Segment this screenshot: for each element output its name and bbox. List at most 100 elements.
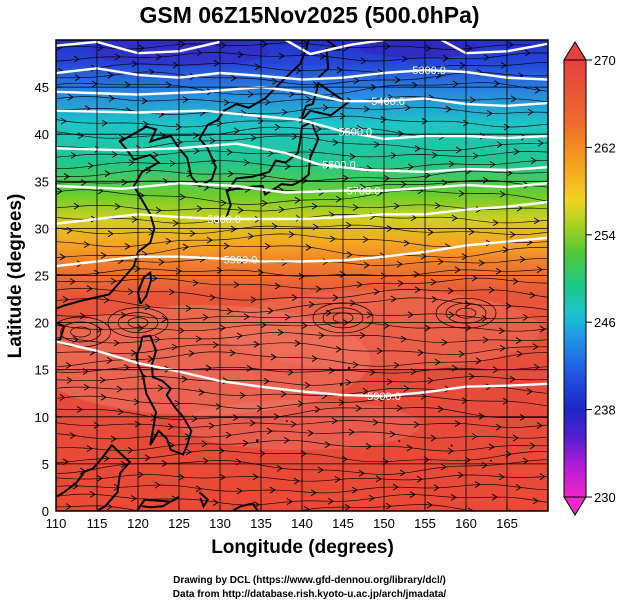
wind-arrow [186, 170, 193, 178]
wind-arrow [324, 441, 331, 449]
y-tick-label: 35 [35, 174, 49, 189]
wind-arrow [430, 278, 437, 286]
height-contour [285, 40, 385, 56]
wind-arrow [317, 466, 324, 474]
x-tick-label: 125 [168, 516, 190, 531]
wind-arrow [475, 357, 482, 365]
wind-arrow [227, 170, 234, 178]
wind-arrow [334, 475, 341, 483]
wind-arrow [529, 291, 536, 299]
wind-arrow [174, 399, 181, 407]
colorbar-tick-label: 254 [594, 228, 616, 243]
wind-arrow [179, 193, 186, 201]
contour-label: 5500.0 [338, 126, 372, 138]
wind-arrow [529, 442, 536, 450]
wind-arrow [74, 74, 81, 82]
wind-arrow [458, 350, 465, 358]
wind-arrow [482, 336, 489, 344]
wind-arrow [315, 125, 322, 133]
colorbar-tick-label: 230 [594, 490, 616, 505]
wind-arrow [178, 473, 185, 481]
wind-arrow [498, 473, 505, 481]
wind-arrow [243, 313, 250, 321]
coastline-segment [132, 496, 180, 511]
wind-arrow [263, 377, 270, 385]
wind-arrow [253, 340, 260, 348]
wind-arrow [522, 313, 529, 321]
coastline-segment [56, 467, 94, 498]
wind-arrow [225, 431, 232, 439]
wind-arrow [513, 148, 520, 156]
wind-arrow [127, 446, 134, 454]
wind-arrow [286, 498, 293, 505]
x-tick-label: 145 [332, 516, 354, 531]
y-tick-label: 0 [42, 504, 49, 519]
wind-arrow [447, 287, 454, 295]
x-tick-label: 130 [209, 516, 231, 531]
eddy [60, 321, 101, 343]
wind-arrow [212, 341, 219, 349]
wind-arrow [230, 74, 237, 82]
wind-arrow [425, 44, 432, 52]
colorbar-max-arrow [563, 41, 587, 61]
wind-arrow [195, 485, 202, 493]
coastline-segment [255, 439, 259, 443]
wind-arrow [383, 174, 390, 182]
contour-label: 5700.0 [347, 186, 381, 198]
wind-arrow [128, 159, 135, 166]
wind-arrow [363, 105, 370, 113]
wind-arrow [155, 206, 162, 214]
wind-arrow [246, 365, 253, 372]
x-tick-label: 155 [414, 516, 436, 531]
wind-arrow [421, 117, 428, 125]
wind-arrow [461, 253, 468, 261]
wind-arrow [495, 423, 502, 431]
wind-arrow [452, 80, 459, 88]
wind-arrow [67, 93, 74, 101]
wind-arrow [121, 178, 128, 186]
wind-arrow [223, 242, 230, 250]
wind-arrow [342, 174, 349, 182]
wind-arrow [131, 60, 138, 68]
coastline-segment [450, 444, 453, 447]
wind-arrow [65, 503, 72, 510]
wind-arrow [488, 286, 495, 294]
wind-arrow [256, 405, 263, 412]
wind-arrow [182, 96, 189, 103]
wind-arrow [495, 267, 502, 275]
wind-arrow [79, 312, 86, 320]
wind-arrow [97, 44, 104, 51]
wind-arrow [512, 278, 519, 285]
wind-arrow [130, 349, 137, 357]
wind-arrow [386, 378, 393, 386]
y-tick-label: 15 [35, 363, 49, 378]
wind-arrow [450, 494, 457, 501]
wind-arrow [332, 139, 339, 146]
x-tick-label: 160 [455, 516, 477, 531]
y-tick-label: 5 [42, 457, 49, 472]
wind-arrow [83, 384, 90, 391]
wind-arrow [158, 258, 165, 266]
colorbar-ticks: 230 238 246 254 262 270 [586, 53, 616, 505]
colorbar-tick-label: 270 [594, 53, 616, 68]
wind-arrow [236, 487, 243, 495]
wind-arrow [261, 199, 268, 207]
wind-arrow [274, 123, 281, 131]
wind-arrow [108, 95, 115, 102]
wind-arrow [454, 266, 461, 274]
wind-arrow [332, 294, 339, 302]
contour-label: 5900.0 [367, 391, 401, 403]
wind-arrow [339, 270, 346, 278]
wind-arrow [336, 66, 343, 74]
credit-line-1: Drawing by DCL (https://www.gfd-dennou.o… [173, 575, 446, 586]
wind-arrow [86, 445, 93, 453]
wind-arrow [489, 160, 496, 168]
wind-arrow [175, 267, 182, 275]
wind-arrow [206, 236, 213, 244]
wind-arrow [86, 285, 93, 293]
wind-arrow [110, 435, 117, 443]
wind-arrow [396, 260, 403, 268]
wind-arrow [283, 436, 290, 444]
wind-arrow [271, 78, 278, 85]
wind-arrow [375, 475, 382, 483]
